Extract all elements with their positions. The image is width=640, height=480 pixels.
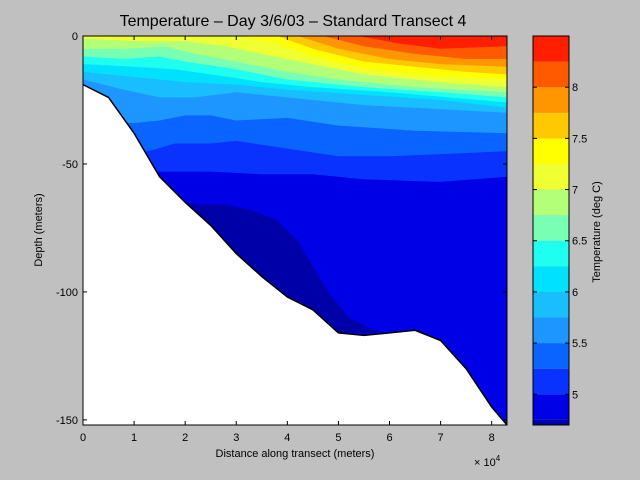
x-axis-label: Distance along transect (meters) <box>216 448 375 460</box>
colorbar-label: Temperature (deg C) <box>591 181 603 283</box>
colorbar-swatch <box>533 394 569 420</box>
colorbar-tick-label: 6.5 <box>572 236 587 248</box>
x-tick-label: 3 <box>233 432 239 444</box>
x-tick-label: 7 <box>438 432 444 444</box>
colorbar-swatch <box>533 87 569 113</box>
colorbar-swatch <box>533 61 569 88</box>
colorbar-swatches <box>533 36 569 425</box>
x-tick-label: 2 <box>182 432 188 444</box>
colorbar-tick-label: 7 <box>572 185 578 197</box>
colorbar-swatch <box>533 291 569 318</box>
x-axis: 0 1 2 3 4 5 6 7 8 <box>80 36 495 444</box>
seabed-line <box>82 83 508 426</box>
plot-frame <box>82 35 508 426</box>
x-multiplier: × 104 <box>474 454 501 469</box>
colorbar-tick-label: 6 <box>572 287 578 299</box>
colorbar-swatch <box>533 419 569 425</box>
seabed-mask <box>83 84 507 425</box>
colorbar-swatch <box>533 343 569 369</box>
colorbar-swatch <box>533 36 569 62</box>
colorbar-swatch <box>533 138 569 164</box>
x-tick-label: 6 <box>386 432 392 444</box>
x-tick-label: 5 <box>335 432 341 444</box>
colorbar-ticks: 5 5.5 6 6.5 7 7.5 8 <box>533 82 587 401</box>
colorbar-tick-label: 5 <box>572 389 578 401</box>
y-tick-label: -150 <box>56 415 78 427</box>
colorbar-swatch <box>533 215 569 241</box>
x-multiplier-exp: 4 <box>496 454 501 463</box>
colorbar-swatch <box>533 112 569 139</box>
temperature-field <box>83 36 507 425</box>
colorbar-swatch <box>533 240 569 267</box>
colorbar-tick-label: 5.5 <box>572 338 587 350</box>
x-tick-label: 0 <box>80 432 86 444</box>
y-axis: 0 -50 -100 -150 <box>56 31 507 427</box>
colorbar-swatch <box>533 317 569 344</box>
x-tick-label: 4 <box>284 432 290 444</box>
colorbar-swatch <box>533 163 569 190</box>
plot-area: 0 1 2 3 4 5 6 7 8 0 -50 -100 -150 <box>56 31 508 444</box>
colorbar-tick-label: 7.5 <box>572 133 587 145</box>
y-tick-label: -50 <box>62 159 78 171</box>
colorbar: 5 5.5 6 6.5 7 7.5 8 <box>532 35 587 426</box>
temperature-band-coldest <box>185 202 380 333</box>
temperature-band-8-25 <box>83 36 507 49</box>
y-tick-label: -100 <box>56 287 78 299</box>
colorbar-swatch <box>533 266 569 292</box>
colorbar-swatch <box>533 368 569 395</box>
chart-title: Temperature – Day 3/6/03 – Standard Tran… <box>120 13 467 30</box>
y-tick-label: 0 <box>72 31 78 43</box>
x-multiplier-base: × 10 <box>474 457 496 469</box>
colorbar-frame <box>532 35 570 426</box>
colorbar-tick-label: 8 <box>572 82 578 94</box>
x-tick-label: 1 <box>131 432 137 444</box>
y-axis-label: Depth (meters) <box>33 193 45 266</box>
x-tick-label: 8 <box>489 432 495 444</box>
colorbar-swatch <box>533 189 569 216</box>
